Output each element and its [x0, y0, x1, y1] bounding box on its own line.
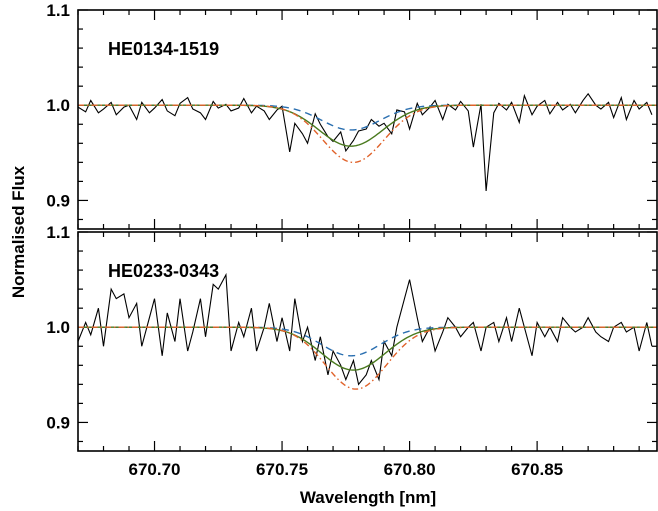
y-tick-label: 1.1 [46, 1, 70, 20]
series-line-solid [78, 92, 653, 191]
series-line-solid [78, 272, 653, 386]
x-tick-label: 670.70 [129, 460, 181, 479]
y-tick-label: 1.1 [46, 223, 70, 242]
x-tick-label: 670.85 [511, 460, 563, 479]
panel-he0233-0343: 0.9 1.0 1.1 670.70 670.75 670.80 670.85 HE0233-… [46, 223, 658, 479]
plot-frame [77, 231, 658, 452]
x-tick-label: 670.75 [256, 460, 308, 479]
panel-label: HE0134-1519 [108, 39, 219, 59]
y-tick-label: 1.0 [46, 96, 70, 115]
series-line-dashed [78, 104, 657, 131]
plot-frame [77, 9, 658, 230]
x-tick-label: 670.80 [384, 460, 436, 479]
y-tick-label: 0.9 [46, 413, 70, 432]
panel-he0134-1519: 0.9 1.0 1.1 HE0134-1519 [46, 1, 658, 230]
x-axis-title: Wavelength [nm] [300, 488, 436, 507]
panel-label: HE0233-0343 [108, 261, 219, 281]
y-axis-title: Normalised Flux [9, 165, 28, 298]
series-line-dash-dot [78, 326, 657, 390]
series-line-dash-dot [78, 104, 657, 164]
y-tick-label: 0.9 [46, 191, 70, 210]
y-tick-label: 1.0 [46, 318, 70, 337]
